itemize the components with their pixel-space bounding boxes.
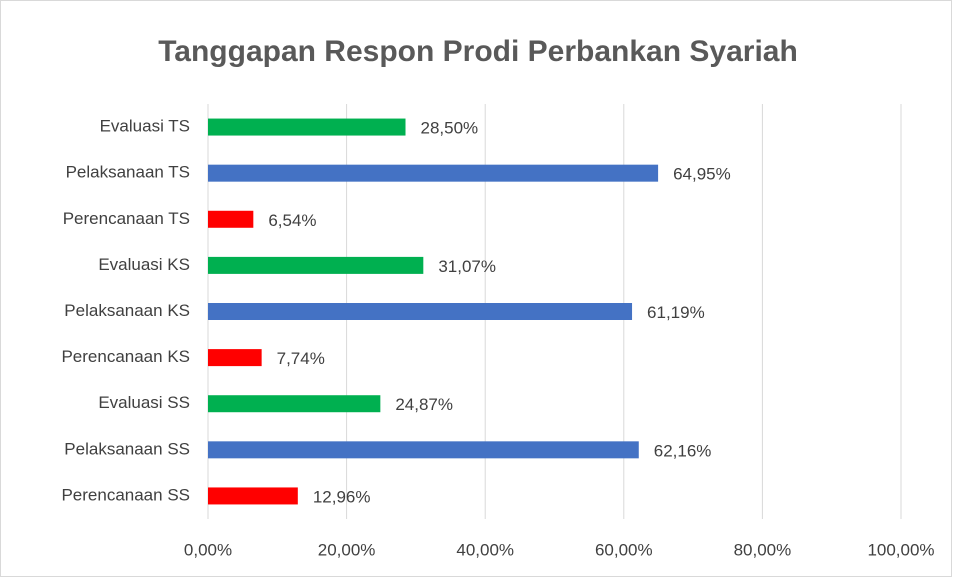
- bar: [208, 303, 633, 320]
- x-tick-label: 80,00%: [734, 540, 792, 559]
- bar: [208, 395, 381, 413]
- data-label: 24,87%: [395, 395, 453, 414]
- data-label: 61,19%: [647, 303, 705, 322]
- bar: [208, 210, 254, 228]
- y-tick-label: Perencanaan TS: [63, 209, 190, 228]
- data-label: 64,95%: [673, 165, 731, 184]
- bar: [208, 349, 262, 367]
- y-tick-label: Perencanaan KS: [61, 347, 190, 366]
- x-tick-label: 100,00%: [867, 540, 934, 559]
- data-label: 12,96%: [313, 487, 371, 506]
- y-tick-label: Evaluasi KS: [98, 255, 190, 274]
- x-tick-label: 60,00%: [595, 540, 653, 559]
- x-tick-label: 40,00%: [456, 540, 514, 559]
- y-tick-label: Pelaksanaan KS: [64, 301, 190, 320]
- x-tick-label: 0,00%: [184, 540, 232, 559]
- y-tick-label: Evaluasi SS: [98, 393, 190, 412]
- data-label: 31,07%: [438, 257, 496, 276]
- x-tick-label: 20,00%: [318, 540, 376, 559]
- chart-title: Tanggapan Respon Prodi Perbankan Syariah: [158, 35, 798, 68]
- bar: [208, 441, 639, 459]
- bar: [208, 256, 424, 274]
- data-label: 28,50%: [421, 119, 479, 138]
- bar: [208, 118, 406, 136]
- y-tick-label: Evaluasi TS: [100, 117, 190, 136]
- y-tick-label: Pelaksanaan TS: [66, 163, 190, 182]
- data-label: 6,54%: [268, 211, 316, 230]
- data-label: 62,16%: [654, 441, 712, 460]
- y-tick-label: Perencanaan SS: [61, 485, 190, 504]
- y-tick-label: Pelaksanaan SS: [64, 439, 190, 458]
- bar: [208, 487, 298, 505]
- data-label: 7,74%: [277, 349, 325, 368]
- bar: [208, 164, 659, 182]
